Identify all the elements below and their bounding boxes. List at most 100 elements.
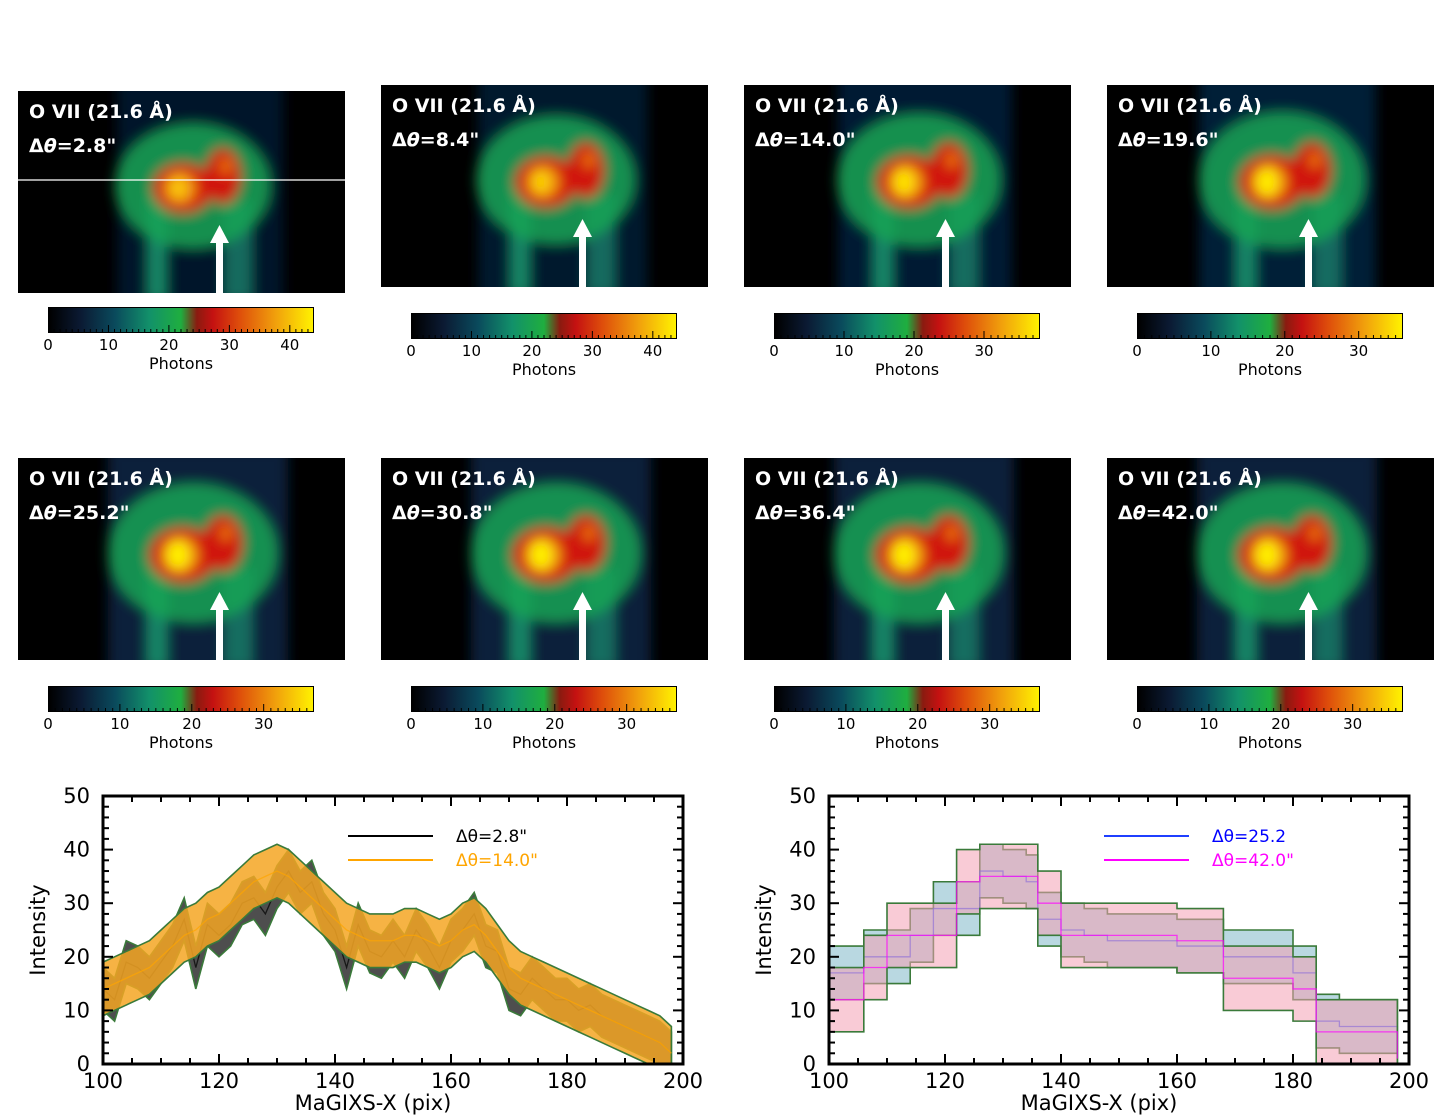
colorbar-tick-label: 0: [769, 342, 779, 360]
colorbar: 0 10 20 30 40 Photons: [43, 307, 314, 373]
colorbar-tick-label: 10: [98, 336, 118, 354]
panel-image: [1198, 85, 1376, 287]
colorbar-label: Photons: [511, 733, 577, 752]
colorbar-gradient: [411, 686, 677, 712]
colorbar: 0 10 20 30 40 Photons: [406, 313, 677, 379]
panel-dtheta: Δθ=36.4": [755, 502, 856, 524]
colorbar-tick-label: 30: [582, 342, 602, 360]
colorbar-tick-label: 10: [110, 715, 130, 733]
panel-dtheta: Δθ=42.0": [1118, 502, 1219, 524]
x-tick-label: 160: [431, 1069, 471, 1093]
panel-image: [1197, 458, 1377, 660]
y-tick-label: 20: [789, 945, 816, 969]
y-tick-label: 50: [63, 784, 90, 808]
colorbar-tick-label: 10: [461, 342, 481, 360]
y-axis-label: Intensity: [26, 884, 50, 975]
x-tick-label: 120: [925, 1069, 965, 1093]
y-tick-label: 10: [789, 998, 816, 1022]
colorbar: 0 10 20 30 Photons: [769, 313, 1040, 379]
colorbar-tick-label: 30: [254, 715, 274, 733]
spectral-image-panel: O VII (21.6 Å) Δθ=2.8": [18, 91, 345, 293]
colorbar: 0 10 20 30 Photons: [43, 686, 314, 752]
panel-dtheta: Δθ=8.4": [392, 129, 480, 151]
panel-dtheta: Δθ=14.0": [755, 129, 856, 151]
panel-image: [834, 458, 1014, 660]
x-tick-label: 120: [199, 1069, 239, 1093]
spectral-image-panel: O VII (21.6 Å) Δθ=30.8": [381, 458, 708, 660]
colorbar-tick-label: 30: [617, 715, 637, 733]
spectral-image-panel: O VII (21.6 Å) Δθ=8.4": [381, 85, 708, 287]
panel-title: O VII (21.6 Å): [392, 95, 536, 117]
colorbar-tick-label: 30: [974, 342, 994, 360]
colorbar-tick-label: 30: [1343, 715, 1363, 733]
colorbar-tick-label: 10: [473, 715, 493, 733]
panel-image: [471, 458, 651, 660]
arrow-up-icon: [1299, 219, 1318, 287]
y-tick-label: 40: [789, 838, 816, 862]
panel-image: [18, 91, 345, 293]
colorbar-label: Photons: [874, 360, 940, 379]
colorbar-label: Photons: [148, 354, 214, 373]
colorbar-tick-label: 20: [522, 342, 542, 360]
spectral-image-panel: O VII (21.6 Å) Δθ=19.6": [1107, 85, 1434, 287]
y-tick-label: 40: [63, 838, 90, 862]
panel-title: O VII (21.6 Å): [29, 101, 173, 123]
arrow-up-icon: [936, 592, 955, 660]
spectral-image-panel: O VII (21.6 Å) Δθ=42.0": [1107, 458, 1434, 660]
y-tick-label: 0: [77, 1052, 90, 1076]
colorbar-tick-label: 0: [43, 336, 53, 354]
colorbar-tick-label: 0: [406, 342, 416, 360]
colorbar-gradient: [48, 307, 314, 333]
panel-image: [108, 458, 288, 660]
x-tick-label: 200: [663, 1069, 703, 1093]
colorbar-tick-label: 30: [219, 336, 239, 354]
panel-title: O VII (21.6 Å): [1118, 95, 1262, 117]
colorbar-tick-label: 0: [43, 715, 53, 733]
colorbar-tick-label: 20: [159, 336, 179, 354]
panel-image: [476, 85, 648, 287]
arrow-up-icon: [936, 219, 955, 287]
colorbar: 0 10 20 30 Photons: [406, 686, 677, 752]
x-axis-label: MaGIXS-X (pix): [295, 1091, 452, 1115]
colorbar-tick-label: 10: [836, 715, 856, 733]
line-plot-right: 100 120 140 160 180 200 0 10 20 30 40 50 MaGIXS-X (p…: [752, 784, 1429, 1115]
colorbar-tick-label: 20: [182, 715, 202, 733]
legend-label: Δθ=14.0": [456, 851, 538, 871]
series-line: [829, 875, 1399, 1059]
panel-title: O VII (21.6 Å): [755, 95, 899, 117]
colorbar-tick-label: 30: [1349, 342, 1369, 360]
panel-dtheta: Δθ=2.8": [29, 135, 117, 157]
colorbar: 0 10 20 30 Photons: [1132, 686, 1403, 752]
series-line: [102, 870, 672, 1054]
spectral-image-panel: O VII (21.6 Å) Δθ=14.0": [744, 85, 1071, 287]
colorbar-tick-label: 10: [1201, 342, 1221, 360]
y-tick-label: 30: [63, 891, 90, 915]
x-tick-label: 180: [1273, 1069, 1313, 1093]
colorbar-label: Photons: [1237, 733, 1303, 752]
x-tick-label: 140: [315, 1069, 355, 1093]
panel-title: O VII (21.6 Å): [392, 468, 536, 490]
arrow-up-icon: [573, 219, 592, 287]
y-tick-label: 0: [803, 1052, 816, 1076]
arrow-up-icon: [573, 592, 592, 660]
colorbar-label: Photons: [1237, 360, 1303, 379]
x-tick-label: 200: [1389, 1069, 1429, 1093]
colorbar-gradient: [1137, 686, 1403, 712]
x-tick-label: 160: [1157, 1069, 1197, 1093]
legend-label: Δθ=42.0": [1212, 851, 1294, 871]
colorbar-tick-label: 30: [980, 715, 1000, 733]
x-tick-label: 100: [809, 1069, 849, 1093]
arrow-up-icon: [1299, 592, 1318, 660]
x-tick-label: 180: [547, 1069, 587, 1093]
y-tick-label: 20: [63, 945, 90, 969]
panel-dtheta: Δθ=30.8": [392, 502, 493, 524]
spectral-image-panel: O VII (21.6 Å) Δθ=25.2": [18, 458, 345, 660]
panel-dtheta: Δθ=25.2": [29, 502, 130, 524]
panel-title: O VII (21.6 Å): [1118, 468, 1262, 490]
y-tick-label: 50: [789, 784, 816, 808]
colorbar: 0 10 20 30 Photons: [769, 686, 1040, 752]
y-tick-label: 30: [789, 891, 816, 915]
x-axis-label: MaGIXS-X (pix): [1021, 1091, 1178, 1115]
colorbar-label: Photons: [511, 360, 577, 379]
colorbar: 0 10 20 30 Photons: [1132, 313, 1403, 379]
